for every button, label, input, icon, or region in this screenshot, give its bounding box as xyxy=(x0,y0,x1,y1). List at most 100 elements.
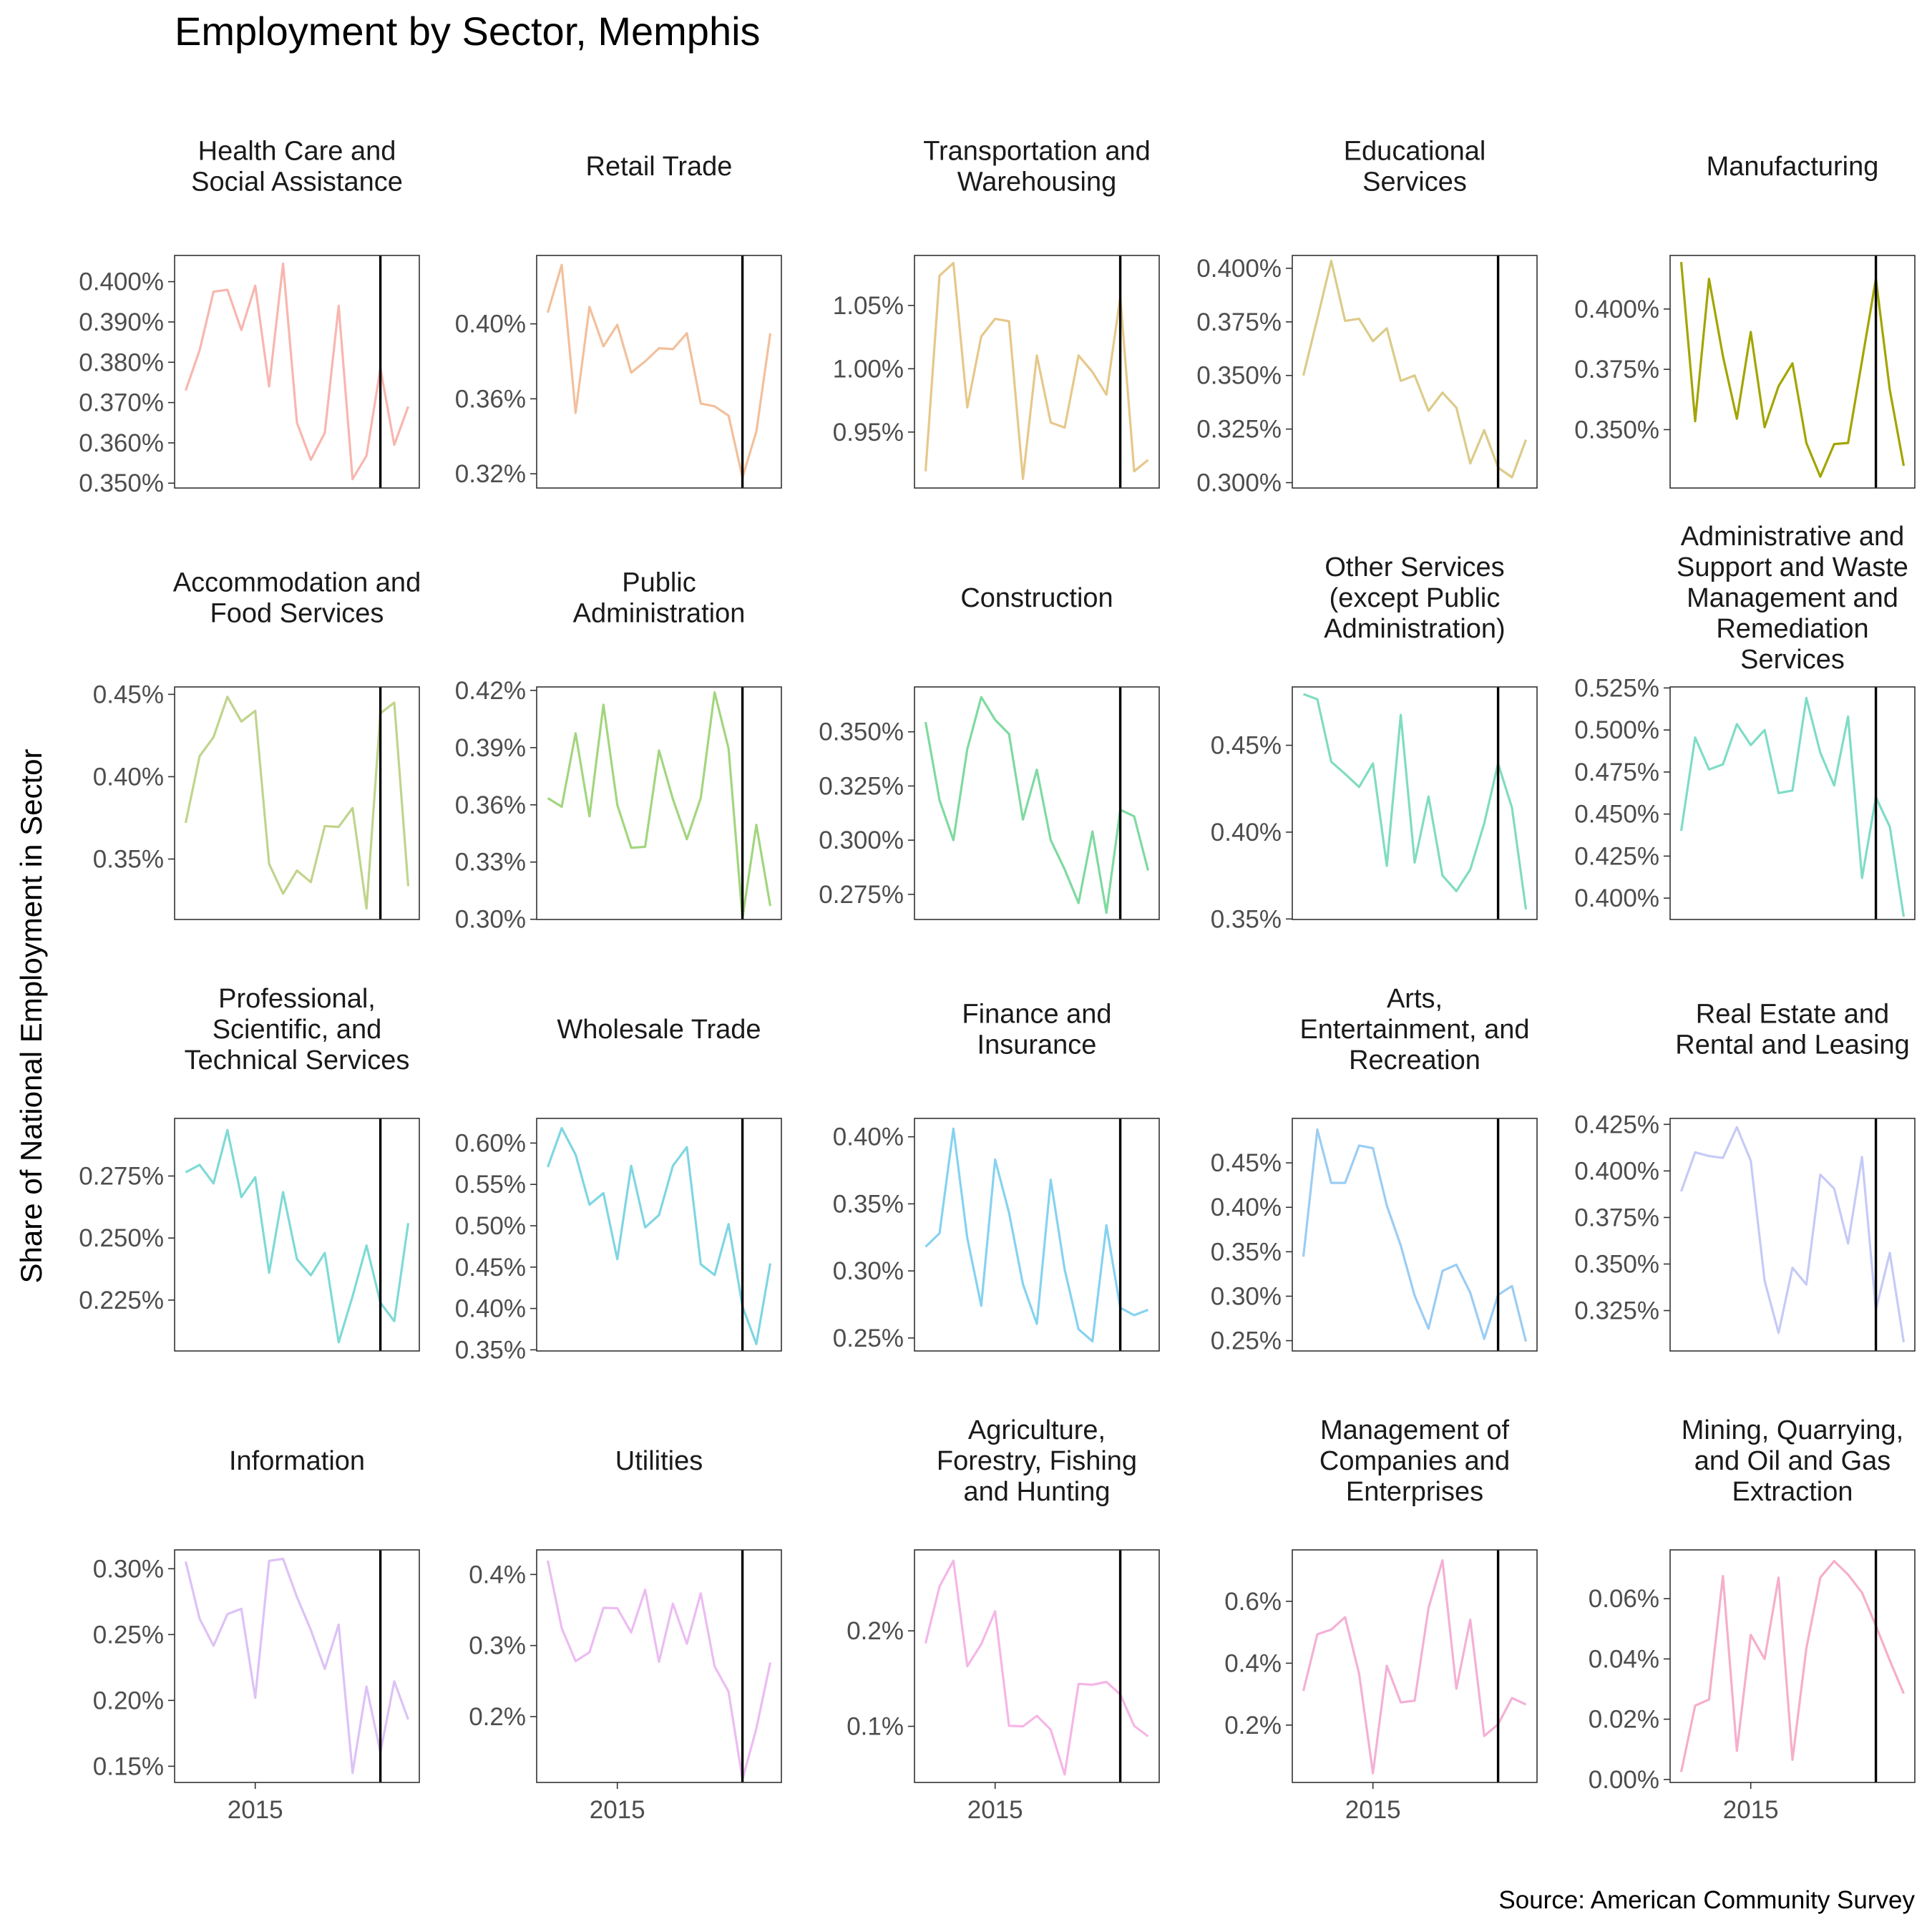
facet-title-line: Enterprises xyxy=(1346,1477,1483,1507)
facet-title: Utilities xyxy=(615,1446,703,1476)
y-tick-label: 0.35% xyxy=(1211,1238,1282,1266)
y-tick-label: 0.400% xyxy=(1574,884,1659,912)
series-line xyxy=(1302,259,1527,479)
panel-1: Health Care and Social Assistance 0.350% 0.… xyxy=(79,137,420,497)
facet-title-line: Mining, Quarrying, xyxy=(1682,1415,1903,1445)
series-line xyxy=(924,696,1150,914)
y-tick-label: 0.2% xyxy=(1224,1712,1282,1740)
y-tick-label: 0.400% xyxy=(1196,255,1282,283)
facet-title-line: Companies and xyxy=(1319,1446,1510,1476)
y-tick-label: 0.3% xyxy=(469,1632,526,1660)
y-tick-label: 0.40% xyxy=(1211,1194,1282,1221)
y-tick-label: 0.4% xyxy=(469,1561,526,1589)
y-tick-label: 0.36% xyxy=(455,385,526,413)
panel-border xyxy=(1669,255,1916,489)
y-tick-label: 0.45% xyxy=(1211,732,1282,760)
panel-10: Administrative and Support and Waste Manag… xyxy=(1574,522,1916,920)
facet-title: Real Estate and Rental and Leasing xyxy=(1675,1000,1909,1060)
facet-title-line: Administrative and xyxy=(1681,522,1905,552)
panels-grid: Health Care and Social Assistance 0.350% 0.… xyxy=(79,137,1916,1824)
series-line xyxy=(1679,261,1906,478)
y-tick-label: 0.25% xyxy=(93,1621,164,1649)
y-tick-label: 0.400% xyxy=(79,268,164,296)
panel-border xyxy=(1292,1118,1538,1352)
panel-15: Real Estate and Rental and Leasing 0.325% 0… xyxy=(1574,1000,1916,1352)
series-line xyxy=(1679,1560,1905,1772)
facet-title-line: Extraction xyxy=(1732,1477,1853,1507)
y-tick-label: 0.475% xyxy=(1574,758,1659,786)
panel-20: Mining, Quarrying, and Oil and Gas Extract… xyxy=(1589,1415,1916,1824)
facet-title: Finance and Insurance xyxy=(962,1000,1111,1060)
y-tick-label: 0.35% xyxy=(93,846,164,874)
panel-5: Manufacturing 0.350% 0.375% 0.400% xyxy=(1574,152,1916,489)
facet-title: Mining, Quarrying, and Oil and Gas Extract… xyxy=(1682,1415,1903,1507)
facet-title-line: Information xyxy=(229,1446,365,1476)
facet-title-line: Administration) xyxy=(1324,614,1505,644)
facet-title-line: Retail Trade xyxy=(586,152,733,182)
facet-title: Professional, Scientific, and Technical Se… xyxy=(185,984,410,1075)
series-line xyxy=(924,262,1149,480)
y-tick-label: 0.45% xyxy=(455,1254,526,1282)
facet-title-line: Management and xyxy=(1687,583,1898,613)
facet-title-line: Accommodation and xyxy=(173,568,421,598)
panel-border xyxy=(174,1118,420,1352)
y-tick-label: 0.400% xyxy=(1574,296,1659,323)
facet-title-line: Entertainment, and xyxy=(1299,1015,1529,1045)
panel-17: Utilities 0.2% 0.3% 0.4% 2015 xyxy=(469,1446,782,1824)
y-tick-label: 0.275% xyxy=(79,1162,164,1190)
y-tick-label: 0.375% xyxy=(1196,308,1282,336)
series-line xyxy=(546,1126,772,1345)
facet-title-line: Utilities xyxy=(615,1446,703,1476)
y-tick-label: 0.35% xyxy=(1211,905,1282,933)
y-tick-label: 0.25% xyxy=(833,1324,904,1352)
y-tick-label: 0.30% xyxy=(1211,1282,1282,1310)
facet-title-line: Rental and Leasing xyxy=(1675,1030,1909,1060)
panel-11: Professional, Scientific, and Technical Se… xyxy=(79,984,420,1352)
panel-border xyxy=(1669,1549,1916,1783)
y-tick-label: 0.30% xyxy=(455,906,526,934)
y-tick-label: 0.370% xyxy=(79,389,164,417)
y-tick-label: 0.325% xyxy=(1574,1297,1659,1325)
series-line xyxy=(1302,1558,1527,1775)
y-tick-label: 0.425% xyxy=(1574,1111,1659,1138)
panel-border xyxy=(1669,686,1916,920)
panel-14: Arts, Entertainment, and Recreation 0.25% 0.… xyxy=(1211,984,1538,1355)
x-tick-label: 2015 xyxy=(1723,1796,1779,1824)
facet-title: Construction xyxy=(960,583,1113,613)
y-tick-label: 0.60% xyxy=(455,1129,526,1157)
x-tick-label: 2015 xyxy=(1345,1796,1401,1824)
y-tick-label: 0.30% xyxy=(833,1257,904,1285)
facet-title-line: Warehousing xyxy=(957,167,1117,197)
y-tick-label: 0.00% xyxy=(1589,1766,1659,1794)
facet-title: Administrative and Support and Waste Manag… xyxy=(1677,522,1908,675)
y-tick-label: 0.300% xyxy=(819,826,904,854)
panel-border xyxy=(174,1549,420,1783)
y-tick-label: 0.360% xyxy=(79,429,164,457)
y-tick-label: 0.42% xyxy=(455,677,526,705)
panel-4: Educational Services 0.300% 0.325% 0.350% 0.3… xyxy=(1196,137,1538,497)
y-tick-label: 0.350% xyxy=(1196,362,1282,390)
facet-title-line: Construction xyxy=(960,583,1113,613)
series-line xyxy=(1302,1128,1528,1342)
facet-title-line: Social Assistance xyxy=(191,167,403,197)
facet-title: Other Services (except Public Administrati… xyxy=(1324,552,1505,644)
x-tick-label: 2015 xyxy=(590,1796,645,1824)
facet-title-line: and Oil and Gas xyxy=(1694,1446,1891,1476)
y-tick-label: 0.375% xyxy=(1574,356,1659,384)
series-line xyxy=(184,262,410,481)
panel-border xyxy=(536,1118,782,1352)
y-tick-label: 0.32% xyxy=(455,460,526,488)
y-tick-label: 0.45% xyxy=(1211,1149,1282,1177)
y-tick-label: 0.30% xyxy=(93,1555,164,1583)
y-tick-label: 0.350% xyxy=(1574,416,1659,444)
panel-8: Construction 0.275% 0.300% 0.325% 0.350% xyxy=(819,583,1160,920)
facet-title-line: Other Services xyxy=(1324,552,1504,582)
facet-title-line: Recreation xyxy=(1349,1045,1480,1075)
y-tick-label: 0.36% xyxy=(455,791,526,819)
facet-title: Accommodation and Food Services xyxy=(173,568,421,629)
facet-title-line: Scientific, and xyxy=(213,1015,382,1045)
series-line xyxy=(546,1560,772,1781)
panel-border xyxy=(914,1549,1160,1783)
facet-title-line: Transportation and xyxy=(923,137,1151,167)
y-tick-label: 0.35% xyxy=(455,1336,526,1364)
